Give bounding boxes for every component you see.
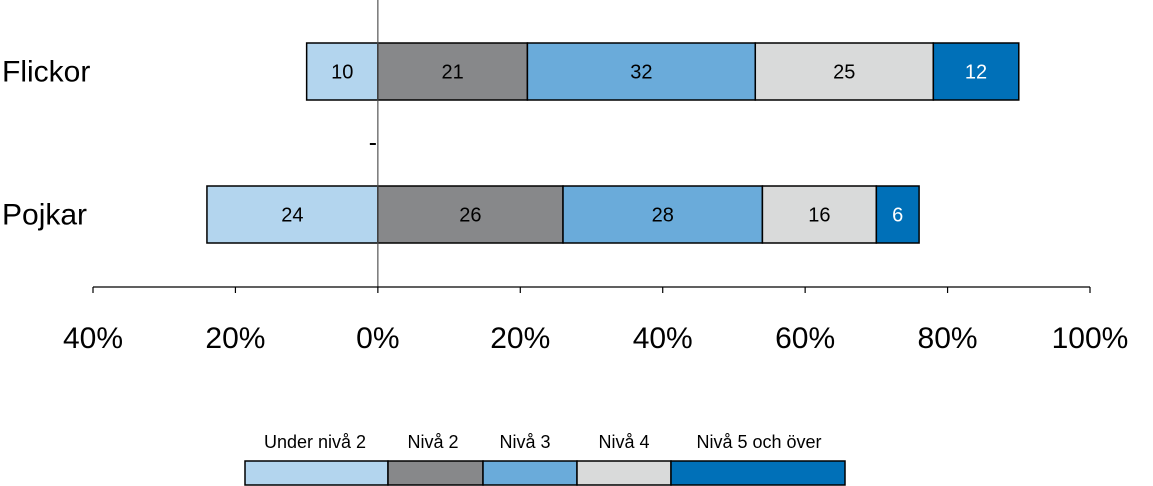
legend-swatch-0 — [244, 460, 389, 486]
legend-swatch-4 — [670, 460, 846, 486]
legend-label-2: Nivå 3 — [499, 432, 550, 452]
data-label-flickor-4: 12 — [965, 62, 987, 84]
bar-pojkar-0 — [206, 185, 379, 244]
category-label-flickor: Flickor — [2, 56, 90, 89]
category-label-pojkar: Pojkar — [2, 199, 87, 232]
bar-pojkar-3 — [761, 185, 878, 244]
bar-flickor-1 — [377, 42, 529, 101]
x-axis: 40% 20% 0% 20% 40% 60% 80% 100% — [63, 0, 1128, 355]
legend-swatch-2 — [482, 460, 578, 486]
x-tick-label-1: 20% — [205, 322, 265, 355]
data-label-pojkar-4: 6 — [892, 205, 903, 227]
bar-pojkar-4 — [875, 185, 920, 244]
legend: Under nivå 2 Nivå 2 Nivå 3 Nivå 4 Nivå 5 och… — [244, 432, 846, 486]
data-label-flickor-0: 10 — [331, 62, 353, 84]
bar-flickor-4 — [932, 42, 1020, 101]
bars-layer: 10 21 32 25 12 24 26 28 16 6 — [206, 42, 1020, 244]
data-label-pojkar-3: 16 — [808, 205, 830, 227]
data-label-flickor-1: 21 — [442, 62, 464, 84]
bar-pojkar-1 — [377, 185, 564, 244]
bar-flickor-0 — [305, 42, 379, 101]
legend-label-0: Under nivå 2 — [264, 432, 366, 452]
bar-flickor-2 — [526, 42, 757, 101]
x-tick-label-4: 40% — [633, 322, 693, 355]
x-tick-label-6: 80% — [918, 322, 978, 355]
data-label-pojkar-0: 24 — [281, 205, 303, 227]
x-tick-label-7: 100% — [1052, 322, 1129, 355]
legend-label-3: Nivå 4 — [598, 432, 649, 452]
legend-swatch-1 — [387, 460, 484, 486]
data-label-flickor-3: 25 — [833, 62, 855, 84]
data-label-pojkar-1: 26 — [459, 205, 481, 227]
data-label-pojkar-2: 28 — [652, 205, 674, 227]
x-tick-label-3: 20% — [490, 322, 550, 355]
data-label-flickor-2: 32 — [630, 62, 652, 84]
x-tick-label-2: 0% — [356, 322, 399, 355]
bar-pojkar-2 — [562, 185, 764, 244]
legend-label-1: Nivå 2 — [407, 432, 458, 452]
x-tick-label-0: 40% — [63, 322, 123, 355]
legend-swatch-3 — [576, 460, 672, 486]
category-labels: Flickor Pojkar — [2, 56, 90, 232]
x-tick-label-5: 60% — [775, 322, 835, 355]
legend-label-4: Nivå 5 och över — [696, 432, 821, 452]
